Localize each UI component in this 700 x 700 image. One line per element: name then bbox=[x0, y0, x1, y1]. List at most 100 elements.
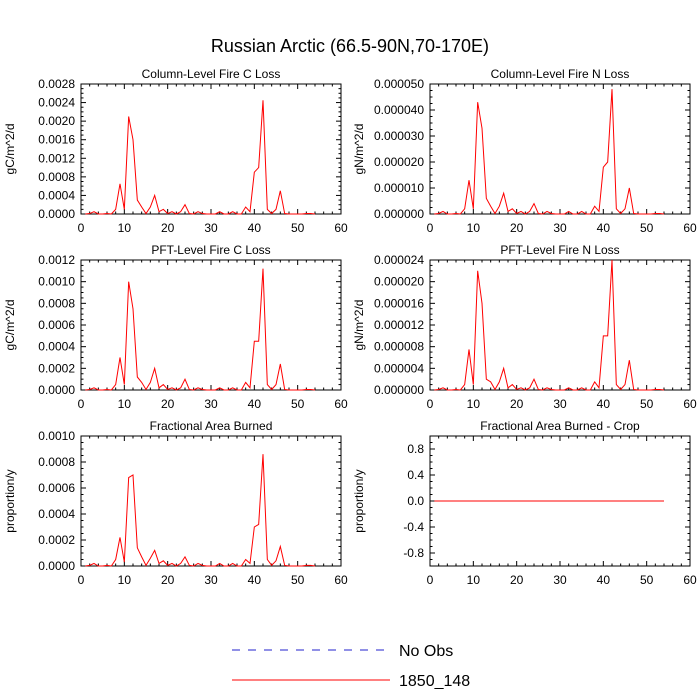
x-tick-label: 30 bbox=[204, 573, 218, 587]
y-tick-label: 0.0006 bbox=[38, 481, 75, 495]
y-tick-label: 0.0000 bbox=[38, 207, 75, 221]
panel-pft-level-fire-c-loss: PFT-Level Fire C Loss gC/m^2/d 0 10 20 30 40 50… bbox=[3, 243, 348, 411]
panel-title: Fractional Area Burned bbox=[150, 419, 273, 433]
y-tick-label: 0.0000 bbox=[38, 383, 75, 397]
y-tick-label: 0.0002 bbox=[38, 533, 75, 547]
x-tick-label: 40 bbox=[597, 397, 611, 411]
y-tick-label: 0.000030 bbox=[374, 129, 424, 143]
panel-title: Column-Level Fire C Loss bbox=[142, 67, 281, 81]
x-tick-label: 40 bbox=[248, 397, 262, 411]
y-tick-label: 0.4 bbox=[407, 468, 424, 482]
x-tick-label: 60 bbox=[334, 221, 348, 235]
series-line-1850-148 bbox=[434, 259, 665, 391]
x-tick-label: 30 bbox=[204, 397, 218, 411]
y-tick-label: 0.0004 bbox=[38, 188, 75, 202]
x-tick-label: 20 bbox=[510, 573, 524, 587]
x-tick-label: 40 bbox=[597, 221, 611, 235]
y-axis-label: gN/m^2/d bbox=[352, 300, 366, 351]
y-tick-label: 0.0 bbox=[407, 494, 424, 508]
y-tick-label: 0.000012 bbox=[374, 318, 424, 332]
y-tick-label: 0.000000 bbox=[374, 207, 424, 221]
x-tick-label: 50 bbox=[640, 397, 654, 411]
x-tick-label: 60 bbox=[683, 221, 697, 235]
x-tick-label: 0 bbox=[78, 573, 85, 587]
x-tick-label: 0 bbox=[78, 221, 85, 235]
figure-title: Russian Arctic (66.5-90N,70-170E) bbox=[211, 36, 489, 56]
y-tick-label: 0.000020 bbox=[374, 275, 424, 289]
y-tick-label: 0.0006 bbox=[38, 318, 75, 332]
panel-fractional-area-burned: Fractional Area Burned proportion/y 0 10 20 3… bbox=[3, 419, 348, 587]
y-tick-label: 0.0012 bbox=[38, 253, 75, 267]
plot-frame bbox=[80, 83, 342, 215]
y-tick-label: 0.000050 bbox=[374, 77, 424, 91]
x-tick-label: 20 bbox=[510, 221, 524, 235]
y-tick-label: 0.0000 bbox=[38, 559, 75, 573]
plot-frame bbox=[80, 259, 342, 391]
plot-frame bbox=[429, 259, 691, 391]
y-tick-label: 0.000024 bbox=[374, 253, 424, 267]
x-tick-label: 20 bbox=[161, 397, 175, 411]
y-tick-label: -0.4 bbox=[403, 520, 424, 534]
panel-column-level-fire-n-loss: Column-Level Fire N Loss gN/m^2/d 0 10 20 30 4… bbox=[352, 67, 697, 235]
y-tick-label: 0.0008 bbox=[38, 296, 75, 310]
panel-column-level-fire-c-loss: Column-Level Fire C Loss gC/m^2/d 0 10 20 30 4… bbox=[3, 67, 348, 235]
plot-frame bbox=[80, 435, 342, 567]
legend: No Obs 1850_148 bbox=[232, 643, 470, 690]
series-line-1850-148 bbox=[85, 454, 316, 567]
x-tick-label: 30 bbox=[553, 573, 567, 587]
y-axis-label: gC/m^2/d bbox=[3, 124, 17, 175]
x-tick-label: 40 bbox=[248, 221, 262, 235]
y-tick-label: -0.8 bbox=[403, 546, 424, 560]
legend-label-no-obs: No Obs bbox=[399, 643, 453, 660]
x-tick-label: 50 bbox=[291, 397, 305, 411]
y-tick-label: 0.0020 bbox=[38, 114, 75, 128]
series-line-1850-148 bbox=[85, 268, 316, 391]
y-tick-label: 0.0004 bbox=[38, 507, 75, 521]
y-axis-label: proportion/y bbox=[352, 469, 366, 532]
x-tick-label: 50 bbox=[640, 221, 654, 235]
y-tick-label: 0.0016 bbox=[38, 133, 75, 147]
x-tick-label: 50 bbox=[291, 221, 305, 235]
panel-fractional-area-burned-crop: Fractional Area Burned - Crop proportion/… bbox=[352, 419, 697, 587]
y-tick-label: 0.000040 bbox=[374, 103, 424, 117]
x-tick-label: 0 bbox=[78, 397, 85, 411]
y-tick-label: 0.0010 bbox=[38, 429, 75, 443]
x-tick-label: 0 bbox=[427, 573, 434, 587]
x-tick-label: 40 bbox=[597, 573, 611, 587]
legend-label-1850-148: 1850_148 bbox=[399, 673, 470, 690]
panel-title: PFT-Level Fire N Loss bbox=[500, 243, 619, 257]
x-tick-label: 40 bbox=[248, 573, 262, 587]
y-tick-label: 0.8 bbox=[407, 442, 424, 456]
y-tick-label: 0.0004 bbox=[38, 340, 75, 354]
x-tick-label: 0 bbox=[427, 221, 434, 235]
x-tick-label: 20 bbox=[161, 221, 175, 235]
x-tick-label: 60 bbox=[683, 397, 697, 411]
panel-title: PFT-Level Fire C Loss bbox=[151, 243, 270, 257]
x-tick-label: 10 bbox=[467, 573, 481, 587]
x-tick-label: 50 bbox=[291, 573, 305, 587]
y-tick-label: 0.0008 bbox=[38, 455, 75, 469]
x-tick-label: 20 bbox=[510, 397, 524, 411]
y-tick-label: 0.000008 bbox=[374, 340, 424, 354]
plot-frame bbox=[429, 83, 691, 215]
panel-pft-level-fire-n-loss: PFT-Level Fire N Loss gN/m^2/d 0 10 20 30 40 50… bbox=[352, 243, 697, 411]
y-tick-label: 0.000016 bbox=[374, 296, 424, 310]
y-axis-label: proportion/y bbox=[3, 469, 17, 532]
y-tick-label: 0.000020 bbox=[374, 155, 424, 169]
y-tick-label: 0.0008 bbox=[38, 170, 75, 184]
x-tick-label: 50 bbox=[640, 573, 654, 587]
y-axis-label: gC/m^2/d bbox=[3, 300, 17, 351]
x-tick-label: 60 bbox=[683, 573, 697, 587]
x-tick-label: 30 bbox=[204, 221, 218, 235]
x-tick-label: 60 bbox=[334, 573, 348, 587]
x-tick-label: 10 bbox=[118, 221, 132, 235]
y-tick-label: 0.0028 bbox=[38, 77, 75, 91]
series-line-1850-148 bbox=[434, 89, 665, 215]
x-tick-label: 30 bbox=[553, 221, 567, 235]
x-tick-label: 10 bbox=[118, 397, 132, 411]
panel-title: Fractional Area Burned - Crop bbox=[480, 419, 640, 433]
x-tick-label: 10 bbox=[467, 221, 481, 235]
x-tick-label: 60 bbox=[334, 397, 348, 411]
y-tick-label: 0.0024 bbox=[38, 96, 75, 110]
